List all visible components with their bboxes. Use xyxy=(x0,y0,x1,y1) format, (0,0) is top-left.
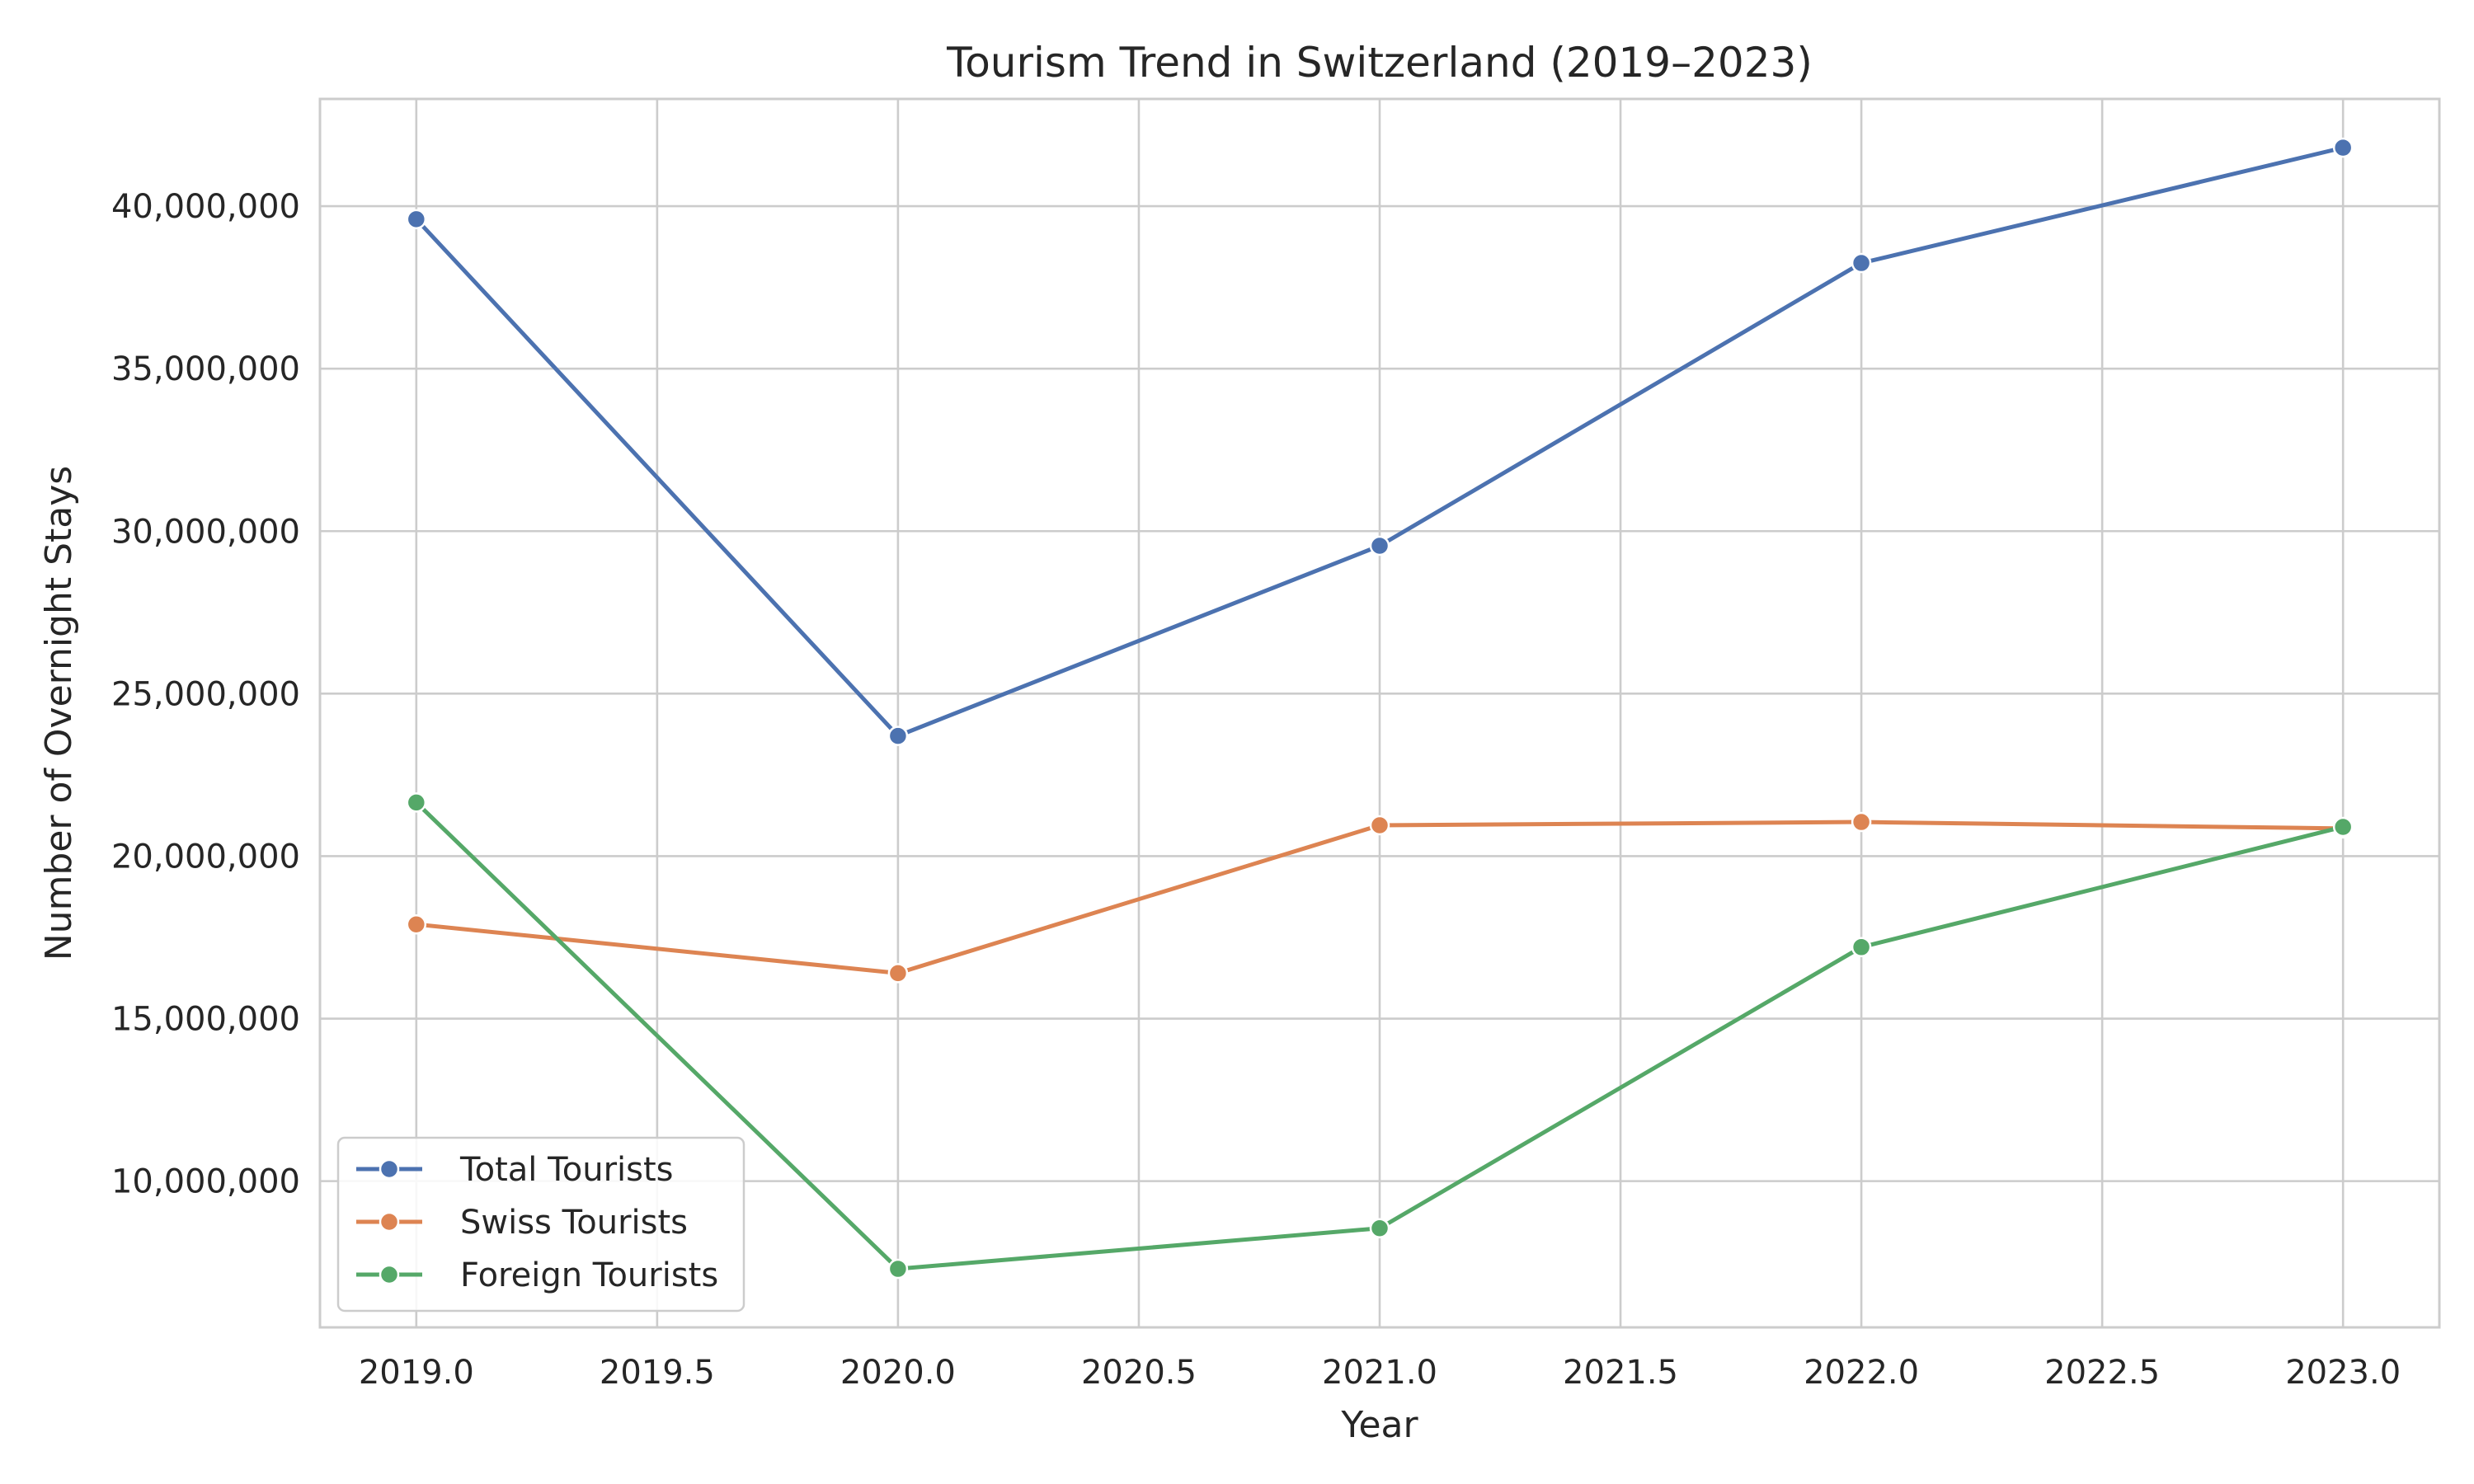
chart-title: Tourism Trend in Switzerland (2019–2023) xyxy=(946,39,1813,87)
data-point-total-tourists xyxy=(887,726,909,746)
x-tick-label: 2019.5 xyxy=(600,1354,715,1392)
data-point-swiss-tourists xyxy=(1851,811,1872,833)
plot-frame xyxy=(318,97,2441,1329)
y-axis-label: Number of Overnight Stays xyxy=(38,466,80,960)
x-tick-label: 2022.5 xyxy=(2044,1354,2160,1392)
data-point-swiss-tourists xyxy=(406,913,427,935)
data-point-foreign-tourists xyxy=(2332,816,2354,838)
x-tick-label: 2020.5 xyxy=(1081,1354,1197,1392)
legend-marker xyxy=(379,1264,400,1285)
series-foreign-tourists xyxy=(406,792,2354,1280)
legend: Total Tourists Swiss Tourists Foreign Tour… xyxy=(336,1136,745,1313)
data-point-total-tourists xyxy=(406,209,427,230)
y-tick-label: 40,000,000 xyxy=(111,188,300,226)
legend-label: Total Tourists xyxy=(459,1151,674,1189)
y-tick-label: 30,000,000 xyxy=(111,513,300,551)
data-point-total-tourists xyxy=(1369,535,1390,556)
legend-item-total-tourists: Total Tourists xyxy=(356,1151,674,1189)
grid xyxy=(320,99,2439,1327)
y-tick-label: 20,000,000 xyxy=(111,838,300,876)
y-tick-label: 35,000,000 xyxy=(111,350,300,388)
x-tick-label: 2020.0 xyxy=(840,1354,956,1392)
x-tick-label: 2019.0 xyxy=(359,1354,474,1392)
legend-item-foreign-tourists: Foreign Tourists xyxy=(356,1256,718,1294)
data-point-swiss-tourists xyxy=(887,963,909,984)
legend-marker xyxy=(379,1211,400,1233)
legend-label: Swiss Tourists xyxy=(460,1204,688,1242)
y-tick-label: 15,000,000 xyxy=(111,1001,300,1039)
data-point-foreign-tourists xyxy=(887,1258,909,1280)
data-point-foreign-tourists xyxy=(1851,937,1872,958)
legend-box xyxy=(336,1136,745,1313)
x-tick-label: 2023.0 xyxy=(2285,1354,2401,1392)
x-tick-labels: 2019.0 2019.5 2020.0 2020.5 2021.0 2021.5 2022… xyxy=(359,1354,2401,1392)
legend-marker xyxy=(379,1158,400,1180)
series-total-tourists xyxy=(406,137,2354,746)
x-axis-label: Year xyxy=(1340,1404,1418,1446)
y-tick-label: 25,000,000 xyxy=(111,675,300,713)
data-point-foreign-tourists xyxy=(406,792,427,813)
y-tick-label: 10,000,000 xyxy=(111,1163,300,1201)
y-tick-labels: 10,000,000 15,000,000 20,000,000 25,000,000… xyxy=(111,188,300,1201)
x-tick-label: 2021.5 xyxy=(1563,1354,1678,1392)
legend-label: Foreign Tourists xyxy=(460,1256,718,1294)
data-point-swiss-tourists xyxy=(1369,815,1390,836)
series-lines xyxy=(406,137,2354,1280)
x-tick-label: 2021.0 xyxy=(1322,1354,1437,1392)
data-point-total-tourists xyxy=(2332,137,2354,158)
data-point-foreign-tourists xyxy=(1369,1218,1390,1239)
legend-item-swiss-tourists: Swiss Tourists xyxy=(356,1204,688,1242)
x-tick-label: 2022.0 xyxy=(1804,1354,1919,1392)
data-point-total-tourists xyxy=(1851,252,1872,274)
